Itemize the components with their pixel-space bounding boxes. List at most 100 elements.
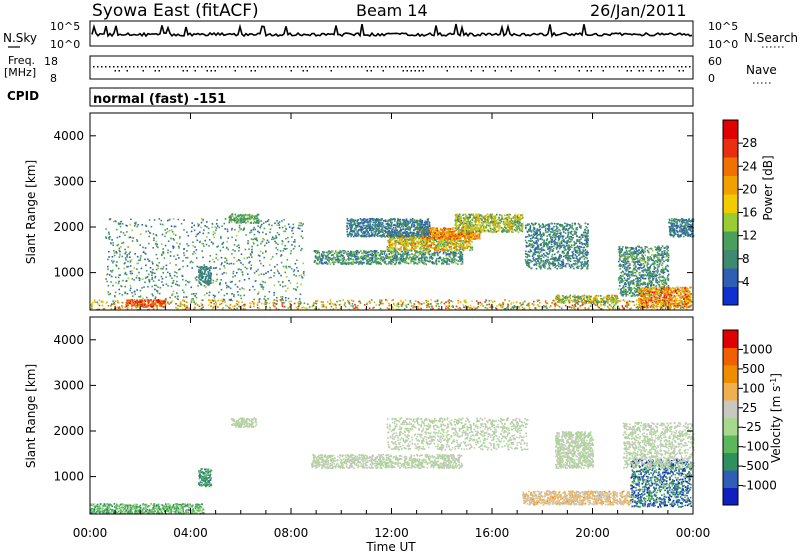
data-cell [483, 217, 485, 219]
data-cell [416, 255, 418, 257]
data-cell [399, 232, 401, 234]
data-cell [102, 305, 104, 307]
data-cell [468, 246, 470, 248]
data-cell [435, 260, 437, 262]
data-cell [522, 307, 524, 309]
data-cell [128, 300, 130, 302]
data-cell [453, 241, 455, 243]
data-cell [432, 308, 434, 310]
data-cell [371, 226, 373, 228]
data-cell [154, 303, 156, 305]
data-cell [367, 256, 369, 258]
data-cell [236, 303, 238, 305]
data-cell [276, 308, 278, 310]
data-cell [361, 252, 363, 254]
data-cell [457, 302, 459, 304]
data-cell [439, 261, 441, 263]
data-cell [469, 215, 471, 217]
freq-dot [441, 66, 443, 68]
data-cell [429, 240, 431, 242]
nave-dot [307, 70, 309, 72]
data-cell [337, 257, 339, 259]
data-cell [351, 227, 353, 229]
freq-dot [197, 66, 199, 68]
data-cell [572, 305, 574, 307]
data-cell [404, 262, 406, 264]
data-cell [436, 303, 438, 305]
data-cell [456, 228, 458, 230]
data-cell [358, 301, 360, 303]
data-cell [470, 236, 472, 238]
data-cell [353, 300, 355, 302]
data-cell [338, 262, 340, 264]
data-cell [349, 253, 351, 255]
data-cell [385, 257, 387, 259]
data-cell [300, 302, 302, 304]
data-cell [371, 235, 373, 237]
data-cell [131, 308, 133, 310]
data-cell [456, 218, 458, 220]
data-cell [325, 258, 327, 260]
data-cell [257, 304, 259, 306]
data-cell [428, 236, 430, 238]
data-cell [144, 299, 146, 301]
freq-dot [217, 66, 219, 68]
data-cell [490, 228, 492, 230]
data-cell [455, 224, 457, 226]
data-cell [398, 234, 400, 236]
data-cell [445, 249, 447, 251]
data-cell [470, 221, 472, 223]
data-cell [436, 301, 438, 303]
freq-dot [369, 66, 371, 68]
data-cell [414, 219, 416, 221]
data-cell [351, 233, 353, 235]
data-cell [507, 217, 509, 219]
freq-dot [465, 66, 467, 68]
data-cell [483, 305, 485, 307]
data-cell [400, 235, 402, 237]
data-cell [208, 304, 210, 306]
data-cell [441, 248, 443, 250]
data-cell [298, 307, 300, 309]
data-cell [464, 235, 466, 237]
data-cell [522, 225, 524, 227]
data-cell [182, 304, 184, 306]
data-cell [304, 307, 306, 309]
data-cell [490, 216, 492, 218]
data-cell [259, 301, 261, 303]
data-cell [393, 303, 395, 305]
data-cell [464, 237, 466, 239]
nave-tick-bottom: 0 [708, 72, 715, 85]
data-cell [392, 244, 394, 246]
data-cell [316, 258, 318, 260]
data-cell [401, 241, 403, 243]
data-cell [375, 232, 377, 234]
data-cell [201, 303, 203, 305]
data-cell [390, 256, 392, 258]
data-cell [452, 301, 454, 303]
data-cell [458, 234, 460, 236]
data-cell [129, 303, 131, 305]
data-cell [626, 302, 628, 304]
data-cell [339, 260, 341, 262]
data-cell [369, 302, 371, 304]
freq-dot [501, 66, 503, 68]
freq-dot [485, 66, 487, 68]
data-cell [456, 259, 458, 261]
data-cell [427, 224, 429, 226]
data-cell [357, 257, 359, 259]
data-cell [598, 307, 600, 309]
data-cell [315, 250, 317, 252]
data-cell [356, 252, 358, 254]
data-cell [410, 262, 412, 264]
data-cell [352, 219, 354, 221]
data-cell [454, 235, 456, 237]
data-cell [514, 229, 516, 231]
data-cell [469, 228, 471, 230]
data-cell [426, 257, 428, 259]
noise-left-label: N.Sky [3, 31, 37, 45]
data-cell [446, 239, 448, 241]
data-cell [281, 302, 283, 304]
data-cell [352, 259, 354, 261]
data-cell [360, 260, 362, 262]
